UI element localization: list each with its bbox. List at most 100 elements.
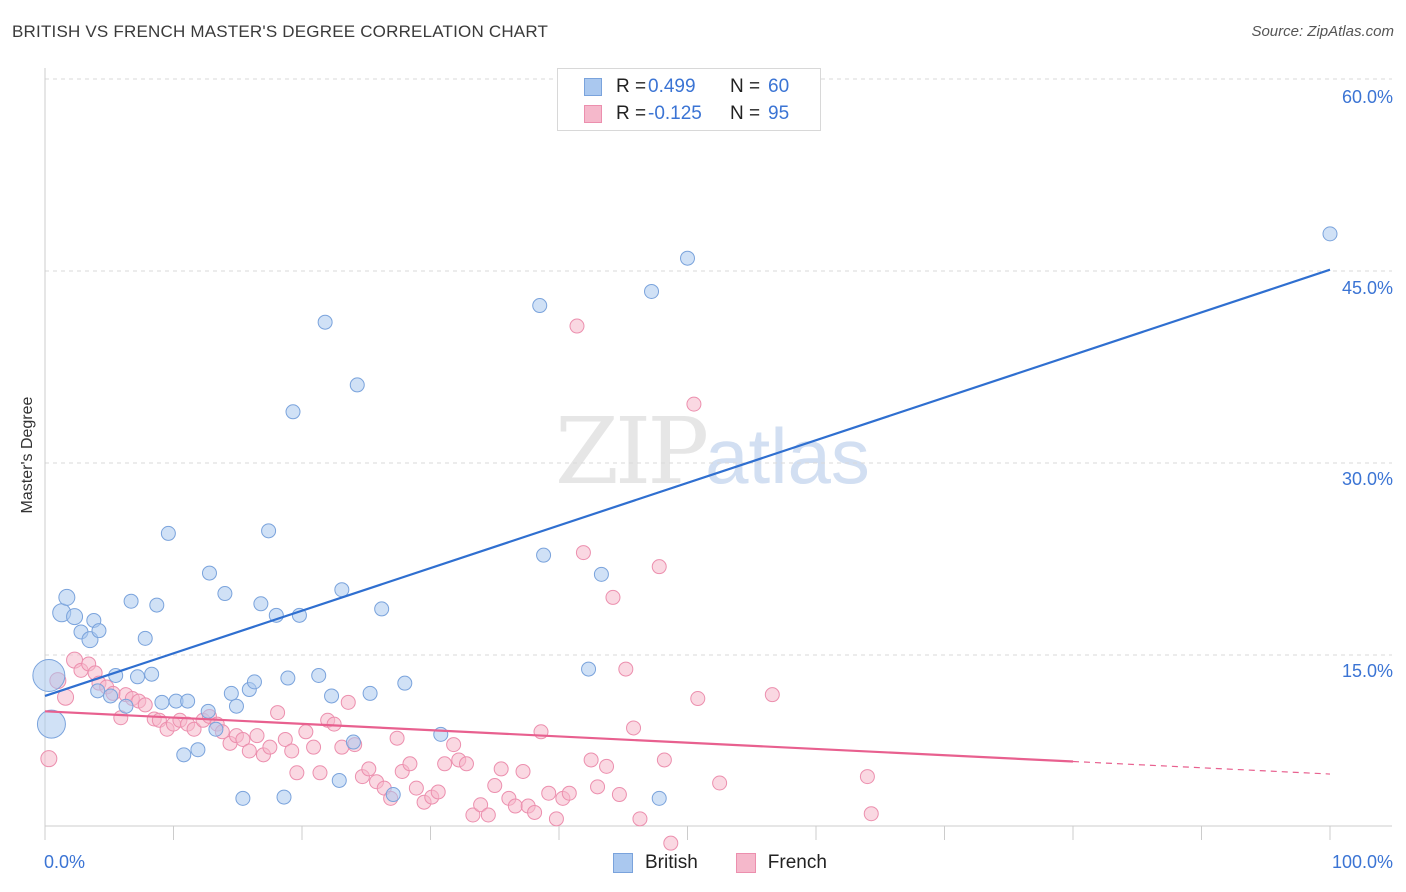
- french-point-57: [437, 756, 453, 772]
- french-point-68: [515, 763, 531, 779]
- british-point-46: [349, 377, 365, 393]
- legend-item-french[interactable]: French: [735, 852, 827, 874]
- french-point-43: [340, 694, 356, 710]
- trend-lines: [44, 268, 1331, 775]
- british-point-18: [154, 694, 170, 710]
- legend-label-french: French: [767, 852, 827, 873]
- chart-title: BRITISH VS FRENCH MASTER'S DEGREE CORREL…: [12, 22, 549, 41]
- watermark: ZIPatlas: [555, 398, 870, 505]
- french-point-35: [284, 743, 300, 759]
- british-point-33: [253, 596, 269, 612]
- british-point-56: [644, 283, 660, 299]
- french-point-86: [651, 559, 667, 575]
- british-point-57: [651, 790, 667, 806]
- french-point-81: [605, 589, 621, 605]
- british-point-32: [246, 674, 262, 690]
- french-point-52: [402, 756, 418, 772]
- british-point-37: [280, 670, 296, 686]
- french-point-89: [686, 396, 702, 412]
- french-point-82: [611, 787, 627, 803]
- french-point-90: [690, 691, 706, 707]
- french-point-37: [298, 724, 314, 740]
- french-point-75: [561, 785, 577, 801]
- british-point-26: [208, 721, 224, 737]
- french-points: [40, 318, 879, 851]
- french-point-61: [465, 807, 481, 823]
- french-point-56: [430, 784, 446, 800]
- y-tick-label-45: 45.0%: [1341, 278, 1393, 298]
- british-point-42: [324, 688, 340, 704]
- french-point-70: [527, 804, 543, 820]
- y-tick-label-15: 15.0%: [1341, 661, 1393, 681]
- legend-n-value: 95: [768, 103, 790, 124]
- french-point-38: [306, 739, 322, 755]
- french-point-84: [626, 720, 642, 736]
- british-point-45: [345, 734, 361, 750]
- british-point-44: [334, 582, 350, 598]
- british-point-24: [200, 703, 216, 719]
- french-point-79: [590, 779, 606, 795]
- british-point-10: [103, 688, 119, 704]
- british-point-22: [180, 693, 196, 709]
- french-point-36: [289, 765, 305, 781]
- british-point-40: [311, 667, 327, 683]
- british-point-49: [385, 787, 401, 803]
- french-point-73: [548, 811, 564, 827]
- french-point-53: [408, 780, 424, 796]
- french-point-91: [712, 775, 728, 791]
- french-point-60: [458, 756, 474, 772]
- legend-item-british[interactable]: British: [613, 852, 698, 874]
- french-point-93: [859, 769, 875, 785]
- british-point-52: [532, 298, 548, 314]
- british-point-41: [317, 314, 333, 330]
- legend-row-british: R = 0.499 N = 60: [584, 75, 789, 99]
- french-point-32: [262, 739, 278, 755]
- watermark-zip: ZIP: [555, 398, 709, 505]
- british-point-43: [331, 772, 347, 788]
- british-point-29: [228, 698, 244, 714]
- french-point-88: [663, 835, 679, 851]
- british-point-53: [536, 547, 552, 563]
- french-point-58: [446, 737, 462, 753]
- french-point-14: [137, 697, 153, 713]
- french-point-62: [473, 797, 489, 813]
- french-point-83: [618, 661, 634, 677]
- british-point-30: [235, 790, 251, 806]
- british-points: [32, 226, 1338, 806]
- british-point-13: [123, 593, 139, 609]
- legend-r-label: R =: [616, 76, 647, 97]
- axes: [44, 68, 1392, 840]
- british-point-59: [1322, 226, 1338, 242]
- british-point-14: [130, 669, 146, 685]
- french-point-65: [493, 761, 509, 777]
- british-point-1: [36, 709, 66, 739]
- french-point-39: [312, 765, 328, 781]
- chart-source: Source: ZipAtlas.com: [1251, 23, 1394, 40]
- french-point-30: [249, 728, 265, 744]
- french-point-0: [40, 750, 58, 768]
- french-point-63: [480, 807, 496, 823]
- french-point-34: [277, 731, 293, 747]
- british-point-23: [190, 742, 206, 758]
- british-trend-line: [44, 268, 1331, 698]
- y-tick-label-60: 60.0%: [1341, 87, 1393, 107]
- british-swatch: [584, 78, 602, 96]
- british-point-9: [90, 683, 106, 699]
- british-point-25: [201, 565, 217, 581]
- watermark-atlas: atlas: [705, 412, 870, 500]
- legend-row-french: R = -0.125 N = 95: [584, 102, 789, 126]
- series-legend: British French: [613, 852, 865, 874]
- french-point-28: [235, 731, 251, 747]
- french-point-94: [863, 806, 879, 822]
- french-point-64: [487, 778, 503, 794]
- british-point-3: [58, 588, 76, 606]
- legend-r-label: R =: [616, 103, 647, 124]
- french-point-21: [186, 721, 202, 737]
- y-axis-title: Master's Degree: [19, 396, 36, 514]
- british-point-34: [261, 523, 277, 539]
- legend-n-value: 60: [768, 76, 790, 97]
- british-point-36: [276, 789, 292, 805]
- french-point-76: [569, 318, 585, 334]
- french-point-78: [583, 752, 599, 768]
- legend-n-label: N =: [730, 103, 761, 124]
